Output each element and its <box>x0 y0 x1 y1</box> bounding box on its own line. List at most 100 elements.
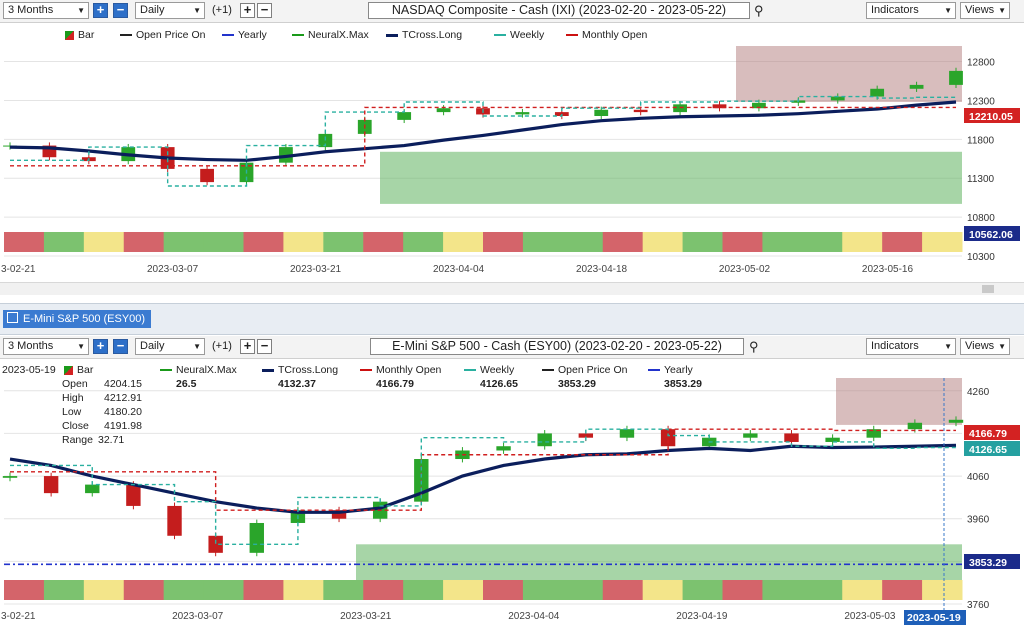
views-button[interactable]: Views ▼ <box>960 338 1010 355</box>
ohlc-value: 4180.20 <box>104 406 142 418</box>
indicators-button[interactable]: Indicators ▼ <box>866 338 956 355</box>
candle-body <box>397 112 412 120</box>
x-tick-label: 2023-03-07 <box>172 611 224 622</box>
candle-body <box>249 522 264 553</box>
sentiment-cell <box>682 580 723 600</box>
zoom-in-button[interactable]: + <box>93 339 108 354</box>
bar-icon <box>64 365 73 375</box>
candle-body <box>784 433 799 442</box>
zoom-in-button[interactable]: + <box>93 3 108 18</box>
y-tick-label: 10300 <box>967 252 995 263</box>
sentiment-cell <box>642 232 684 252</box>
candle-body <box>42 145 57 158</box>
period-select[interactable]: 3 Months ▼ <box>3 2 89 19</box>
y-tick-label: 12300 <box>967 96 995 107</box>
legend-item-bar: Bar <box>65 29 94 41</box>
interval-select[interactable]: Daily ▼ <box>135 338 205 355</box>
chart-title[interactable]: NASDAQ Composite - Cash (IXI) (2023-02-2… <box>368 2 750 19</box>
sentiment-cell <box>43 580 85 600</box>
sentiment-cell <box>562 580 604 600</box>
sentiment-cell <box>483 580 524 600</box>
ohlc-key: Low <box>62 406 82 418</box>
legend-item-yearly: Yearly <box>222 29 267 41</box>
sentiment-cell <box>483 232 524 252</box>
nasdaq-chart[interactable]: 12800 12300 11800 11300 10800 10300 3-02-21 202… <box>0 42 1024 280</box>
candle-body <box>318 133 333 148</box>
sentiment-cell <box>403 580 444 600</box>
price-label: 12210.05 <box>969 111 1013 123</box>
views-button[interactable]: Views ▼ <box>960 2 1010 19</box>
legend-value: 4166.79 <box>376 378 414 390</box>
sentiment-cell <box>802 580 843 600</box>
candle-body <box>3 145 17 147</box>
tab-strip: E-Mini S&P 500 (ESY00) <box>0 303 1024 335</box>
legend-value: 4132.37 <box>278 378 316 390</box>
legend-value: 4126.65 <box>480 378 518 390</box>
period-select[interactable]: 3 Months ▼ <box>3 338 89 355</box>
sentiment-cell <box>602 580 644 600</box>
chevron-down-icon: ▼ <box>77 342 85 351</box>
price-label-box <box>964 425 1020 440</box>
scroll-thumb[interactable] <box>982 285 994 293</box>
x-tick-label: 2023-05-03 <box>844 611 896 622</box>
chevron-down-icon: ▼ <box>193 342 201 351</box>
candle-body <box>167 505 182 536</box>
sentiment-cell <box>562 232 604 252</box>
price-label: 4126.65 <box>969 444 1007 456</box>
sentiment-cell <box>443 580 484 600</box>
offset-label: (+1) <box>212 4 232 16</box>
sentiment-cell <box>922 580 963 600</box>
candle-body <box>126 484 141 506</box>
interval-select[interactable]: Daily ▼ <box>135 2 205 19</box>
line-monthly-open <box>10 106 956 167</box>
search-icon[interactable]: ⚲ <box>749 339 759 354</box>
candle-body <box>578 433 594 438</box>
ohlc-value: 4212.91 <box>104 392 142 404</box>
legend-item-open-price: Open Price On <box>120 29 205 41</box>
toolbar-bottom: 3 Months ▼ + − Daily ▼ (+1) + − E-Mini S&P… <box>0 336 1024 359</box>
ohlc-key: Range <box>62 434 93 446</box>
legend2-weekly: Weekly 4126.65 <box>464 363 518 391</box>
search-icon[interactable]: ⚲ <box>754 3 764 18</box>
x-tick-label: 2023-03-21 <box>290 264 342 275</box>
candle-body <box>830 96 845 101</box>
sentiment-cell <box>722 580 763 600</box>
sentiment-cell <box>882 580 923 600</box>
sentiment-cell <box>283 232 324 252</box>
sentiment-cell <box>842 232 883 252</box>
bar-icon <box>65 30 74 40</box>
candle-body <box>660 429 676 447</box>
price-label-box <box>964 441 1020 456</box>
ohlc-value: 4204.15 <box>104 378 142 390</box>
legend-value: 3853.29 <box>664 378 702 390</box>
x-tick-label: 2023-05-16 <box>862 264 914 275</box>
price-label: 3853.29 <box>969 557 1007 569</box>
line-tcross-long <box>9 100 957 162</box>
y-tick-label: 11800 <box>967 135 995 146</box>
candle-body <box>200 168 214 183</box>
zoom-out-button[interactable]: − <box>113 3 128 18</box>
support-zone <box>380 151 962 204</box>
remove-button[interactable]: − <box>257 339 272 354</box>
x-tick-label: 2023-04-18 <box>576 264 628 275</box>
emini-chart[interactable]: 4260416040603960386037603-02-212023-03-0… <box>0 360 1024 626</box>
ohlc-key: Close <box>62 420 89 432</box>
sentiment-cell <box>123 232 165 252</box>
chevron-down-icon: ▼ <box>944 342 952 351</box>
add-button[interactable]: + <box>240 3 255 18</box>
candle-body <box>948 419 964 423</box>
sentiment-cell <box>283 580 324 600</box>
cursor-date: 2023-05-19 <box>2 364 56 376</box>
sentiment-cell <box>682 232 723 252</box>
cursor-date-badge <box>904 610 966 625</box>
sentiment-cell <box>842 580 883 600</box>
chevron-down-icon: ▼ <box>944 6 952 15</box>
indicators-button[interactable]: Indicators ▼ <box>866 2 956 19</box>
scrollbar-top[interactable] <box>0 282 1024 295</box>
remove-button[interactable]: − <box>257 3 272 18</box>
tab-emini-sp500[interactable]: E-Mini S&P 500 (ESY00) <box>3 310 152 328</box>
chart-title[interactable]: E-Mini S&P 500 - Cash (ESY00) (2023-02-2… <box>370 338 744 355</box>
zoom-out-button[interactable]: − <box>113 339 128 354</box>
add-button[interactable]: + <box>240 339 255 354</box>
line-monthly-open <box>10 428 956 511</box>
